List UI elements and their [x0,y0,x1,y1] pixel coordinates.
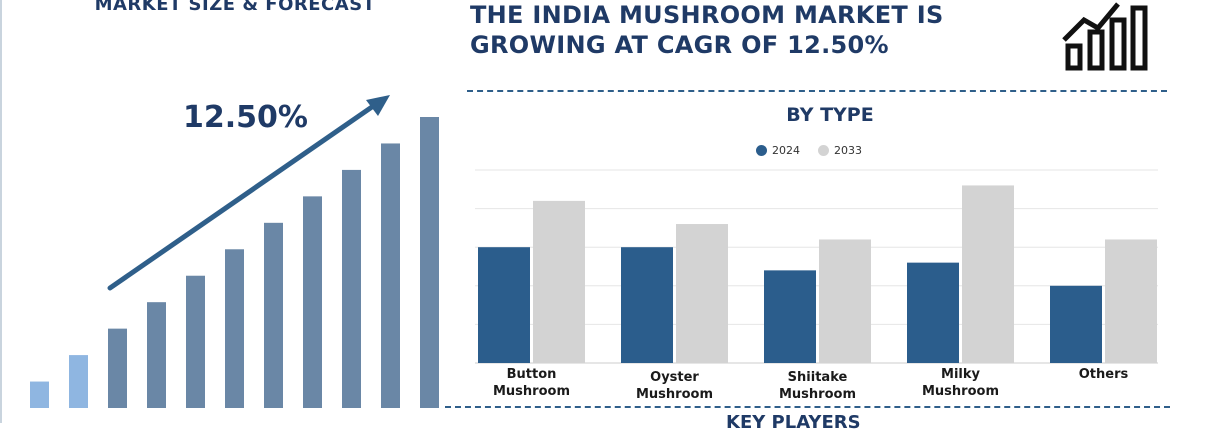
legend-label-2033: 2033 [834,144,862,157]
type-bars [478,185,1157,363]
growth-arrow-icon [107,95,390,291]
bar-others-2033 [1105,239,1157,363]
grid-lines [475,169,1158,364]
bar-milky-mushroom-2033 [962,185,1014,363]
category-label: Mushroom [922,384,999,399]
panel-border [0,0,2,423]
bar-button-mushroom-2033 [533,200,585,363]
divider-top [467,90,1167,92]
forecast-bar-5 [186,275,205,408]
bar-others-2024 [1050,285,1102,363]
title-line-1: THE INDIA MUSHROOM MARKET IS [470,1,944,29]
forecast-bar-4 [147,302,166,408]
forecast-bar-3 [108,328,127,408]
category-label: Shiitake [788,370,848,385]
forecast-bar-11 [420,117,439,408]
forecast-bar-7 [264,222,283,408]
chart-legend: 2024 2033 [756,144,862,157]
category-label: Others [1079,367,1129,382]
forecast-bar-10 [381,143,400,409]
type-labels: Button Mushroom Oyster Mushroom Shiitake Mush… [493,367,1129,402]
category-label: Mushroom [779,387,856,402]
chart-canvas: Button Mushroom Oyster Mushroom Shiitake Mush… [30,95,1158,409]
forecast-bar-6 [225,249,244,408]
bar-chart-growth-icon [1062,2,1148,71]
forecast-title: MARKET SIZE & FORECAST [94,0,376,15]
forecast-bar-1 [30,381,49,408]
divider-bottom [445,406,1170,408]
category-label: Mushroom [636,387,713,402]
forecast-bar-8 [303,196,322,408]
category-label: Button [507,367,557,382]
category-label: Milky [941,367,980,382]
bar-button-mushroom-2024 [478,247,530,363]
legend-dot-2024 [756,145,767,156]
bar-oyster-mushroom-2033 [676,224,728,363]
forecast-bars [30,117,439,409]
legend-item-2024: 2024 [756,144,800,157]
title-line-2: GROWING AT CAGR OF 12.50% [470,31,889,59]
cagr-label: 12.50% [183,100,308,135]
page-title: THE INDIA MUSHROOM MARKET IS GROWING AT … [470,0,944,60]
section-title: BY TYPE [786,104,874,126]
legend-dot-2033 [818,145,829,156]
category-label: Mushroom [493,384,570,399]
bar-shiitake-mushroom-2024 [764,270,816,363]
forecast-bar-2 [69,355,88,408]
legend-label-2024: 2024 [772,144,800,157]
bar-shiitake-mushroom-2033 [819,239,871,363]
bar-milky-mushroom-2024 [907,262,959,363]
bar-oyster-mushroom-2024 [621,247,673,363]
category-label: Oyster [650,370,699,385]
forecast-bar-9 [342,169,361,408]
legend-item-2033: 2033 [818,144,862,157]
